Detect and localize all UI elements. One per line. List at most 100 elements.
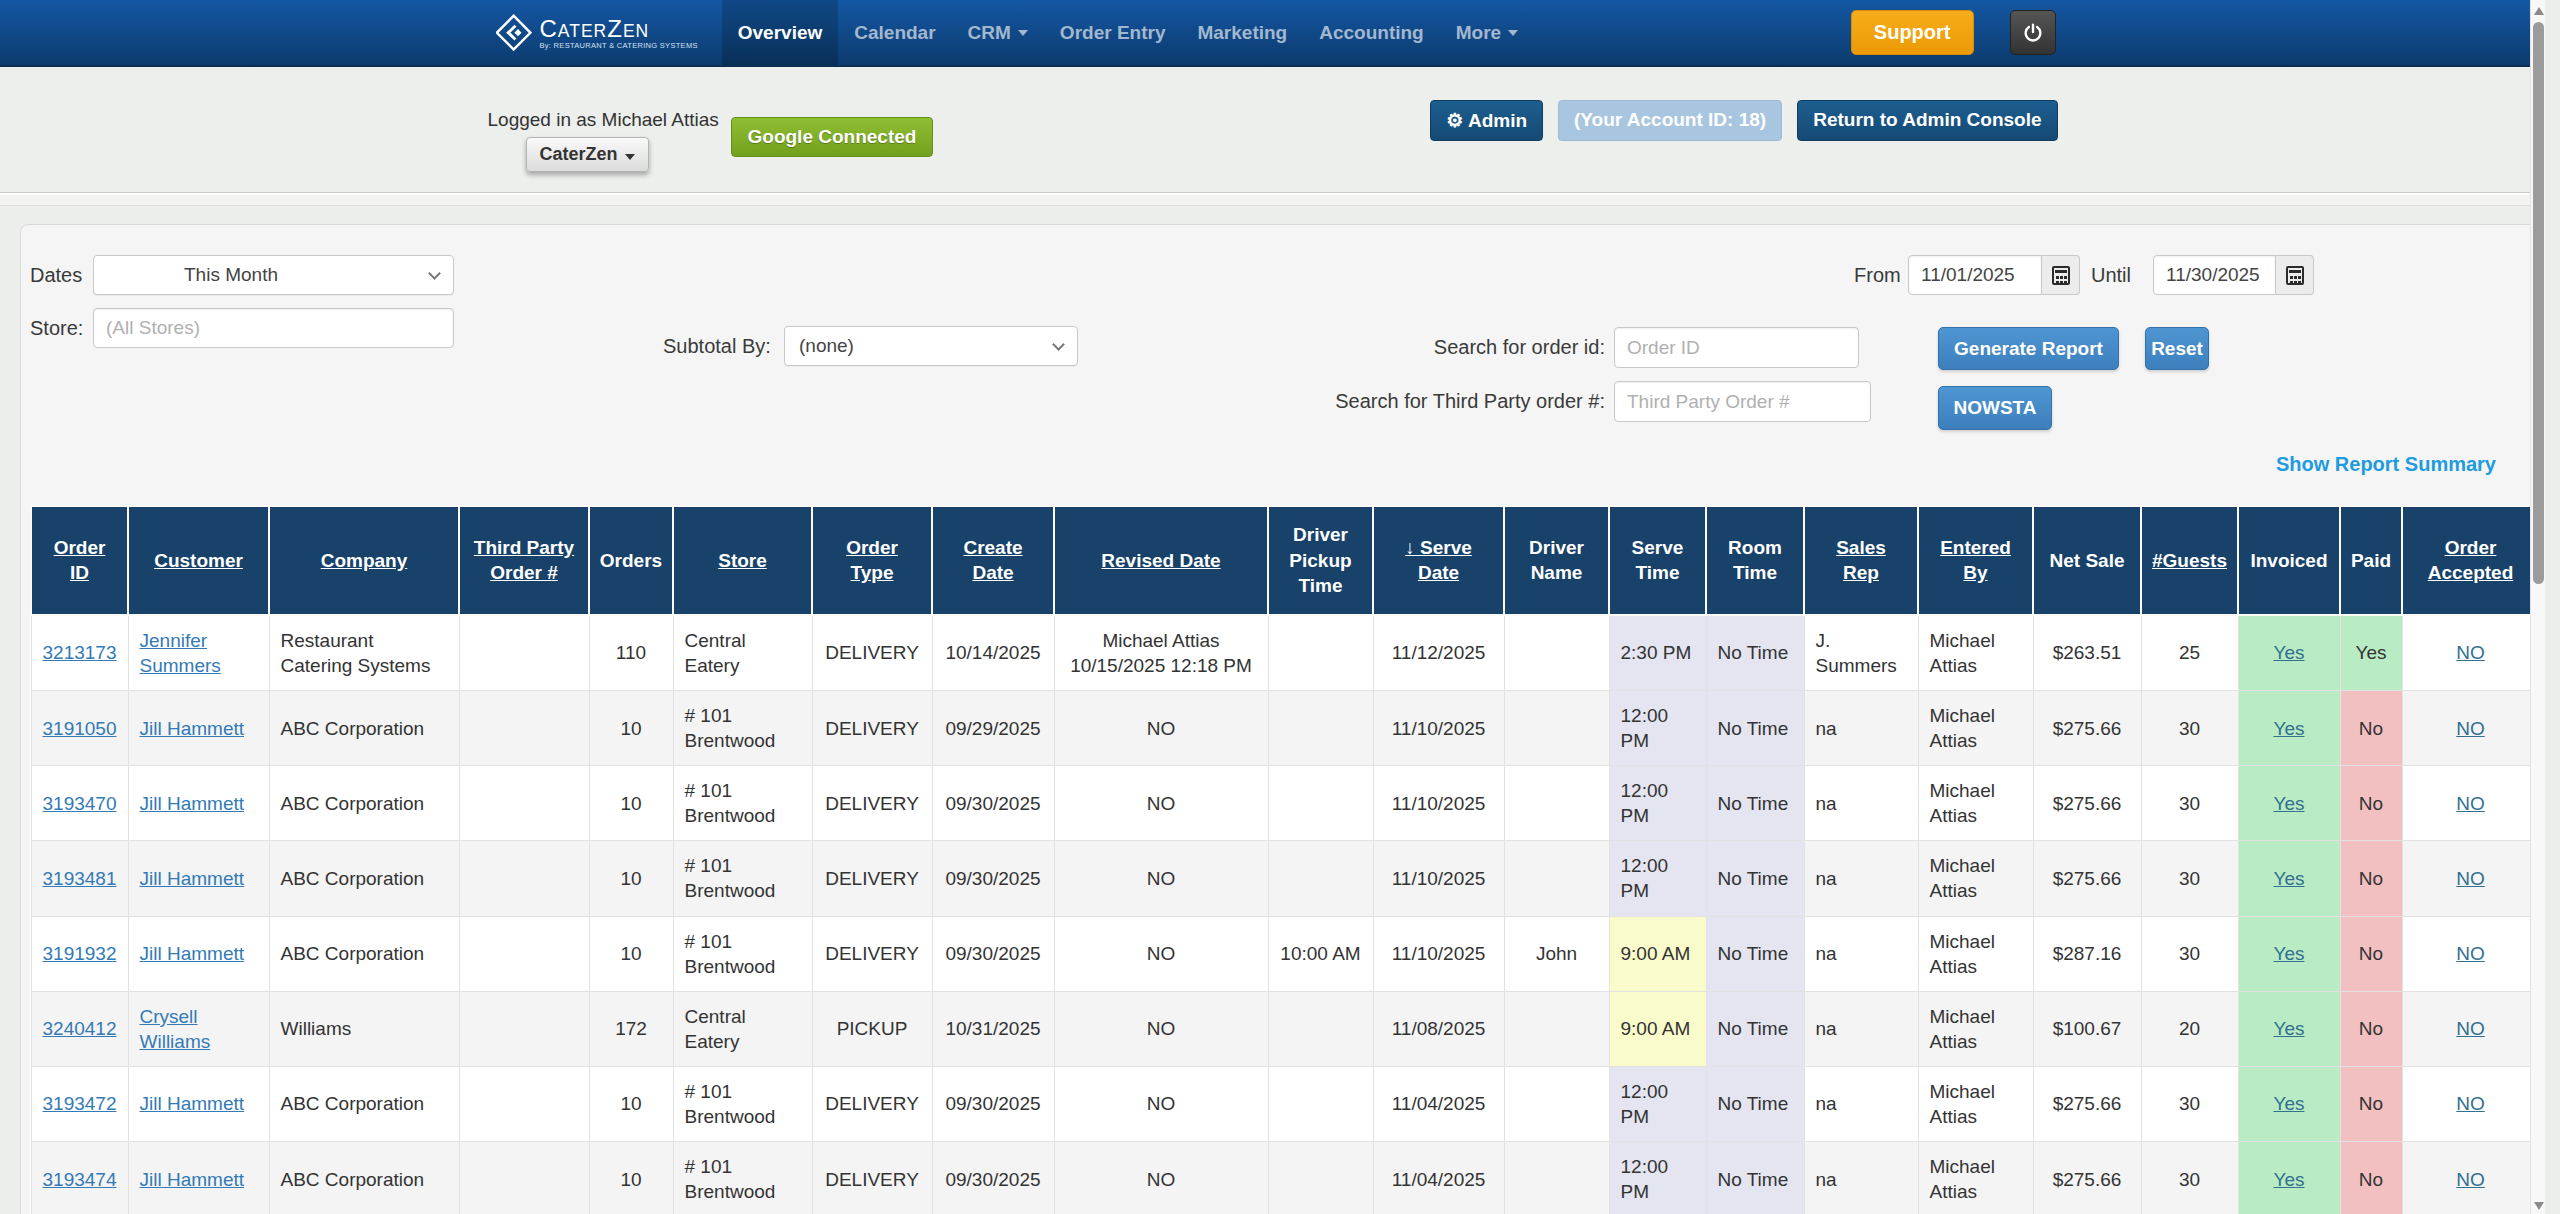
customer-link[interactable]: Jill Hammett [140, 868, 245, 889]
order-id-link[interactable]: 3193472 [43, 1093, 117, 1114]
cell-room-time: No Time [1706, 1142, 1804, 1214]
column-header-store[interactable]: Store [673, 506, 812, 615]
cell-entered-by: Michael Attias [1918, 916, 2033, 991]
gear-icon: ⚙ [1446, 110, 1463, 131]
order-id-link[interactable]: 3193470 [43, 793, 117, 814]
accepted-link[interactable]: NO [2456, 1093, 2485, 1114]
nav-item-calendar[interactable]: Calendar [838, 0, 951, 65]
nav-item-order-entry[interactable]: Order Entry [1044, 0, 1182, 65]
nav-item-accounting[interactable]: Accounting [1303, 0, 1440, 65]
column-header-guests[interactable]: #Guests [2141, 506, 2238, 615]
cell-room-time: No Time [1706, 1066, 1804, 1141]
cell-entered-by: Michael Attias [1918, 691, 2033, 766]
invoiced-link[interactable]: Yes [2274, 718, 2305, 739]
store-input[interactable] [93, 308, 454, 348]
column-header-accepted[interactable]: Order Accepted [2402, 506, 2539, 615]
table-row: 3191932Jill HammettABC Corporation10# 10… [31, 916, 2539, 991]
caterzen-logo[interactable]: CATERZEN By: RESTAURANT & CATERING SYSTE… [496, 0, 722, 65]
cell-company: ABC Corporation [269, 1142, 459, 1214]
subtotal-select[interactable]: (none) [784, 326, 1078, 366]
column-header-entered-by[interactable]: Entered By [1918, 506, 2033, 615]
accepted-link[interactable]: NO [2456, 943, 2485, 964]
admin-button[interactable]: ⚙ Admin [1430, 100, 1543, 141]
vertical-scrollbar[interactable] [2530, 0, 2545, 1214]
customer-link[interactable]: Jill Hammett [140, 718, 245, 739]
nav-item-overview[interactable]: Overview [722, 0, 839, 65]
generate-report-button[interactable]: Generate Report [1938, 327, 2119, 370]
nav-item-crm[interactable]: CRM [952, 0, 1044, 65]
invoiced-link[interactable]: Yes [2274, 642, 2305, 663]
invoiced-link[interactable]: Yes [2274, 868, 2305, 889]
nav-item-more[interactable]: More [1440, 0, 1534, 65]
cell-invoiced: Yes [2238, 841, 2340, 916]
order-id-link[interactable]: 3191932 [43, 943, 117, 964]
cell-order-type: DELIVERY [812, 615, 932, 691]
account-id-button[interactable]: (Your Account ID: 18) [1558, 100, 1782, 141]
cell-third-party [459, 841, 589, 916]
accepted-link[interactable]: NO [2456, 642, 2485, 663]
until-calendar-button[interactable] [2276, 255, 2314, 295]
account-dropdown[interactable]: CaterZen [526, 137, 649, 172]
customer-link[interactable]: Jennifer Summers [140, 630, 221, 676]
column-header-company[interactable]: Company [269, 506, 459, 615]
column-header-order-type[interactable]: Order Type [812, 506, 932, 615]
cell-pickup-time [1268, 766, 1373, 841]
cell-sales-rep: na [1804, 841, 1918, 916]
cell-revised-date: NO [1054, 916, 1268, 991]
column-header-serve-date[interactable]: ↓ Serve Date [1373, 506, 1504, 615]
invoiced-link[interactable]: Yes [2274, 1169, 2305, 1190]
from-calendar-button[interactable] [2042, 255, 2080, 295]
cell-pickup-time [1268, 1142, 1373, 1214]
column-header-third-party[interactable]: Third Party Order # [459, 506, 589, 615]
cell-net-sale: $275.66 [2033, 841, 2141, 916]
cell-entered-by: Michael Attias [1918, 766, 2033, 841]
scroll-up-arrow[interactable] [2534, 7, 2544, 15]
order-id-link[interactable]: 3191050 [43, 718, 117, 739]
customer-link[interactable]: Jill Hammett [140, 1093, 245, 1114]
scrollbar-thumb[interactable] [2533, 22, 2544, 584]
cell-guests: 30 [2141, 841, 2238, 916]
return-admin-console-button[interactable]: Return to Admin Console [1797, 100, 2057, 141]
scroll-down-arrow[interactable] [2534, 1202, 2544, 1210]
chevron-down-icon [1018, 30, 1028, 36]
cell-net-sale: $275.66 [2033, 1142, 2141, 1214]
column-header-create-date[interactable]: Create Date [932, 506, 1054, 615]
column-header-revised-date[interactable]: Revised Date [1054, 506, 1268, 615]
accepted-link[interactable]: NO [2456, 1169, 2485, 1190]
invoiced-link[interactable]: Yes [2274, 1018, 2305, 1039]
order-id-link[interactable]: 3213173 [43, 642, 117, 663]
cell-revised-date: NO [1054, 841, 1268, 916]
google-connected-button[interactable]: Google Connected [731, 117, 934, 157]
cell-room-time: No Time [1706, 691, 1804, 766]
accepted-link[interactable]: NO [2456, 793, 2485, 814]
column-header-customer[interactable]: Customer [128, 506, 269, 615]
invoiced-link[interactable]: Yes [2274, 943, 2305, 964]
until-date-input[interactable] [2153, 255, 2276, 295]
table-row: 3213173Jennifer SummersRestaurant Cateri… [31, 615, 2539, 691]
column-header-sales-rep[interactable]: Sales Rep [1804, 506, 1918, 615]
nowsta-button[interactable]: NOWSTA [1938, 386, 2052, 430]
order-id-input[interactable] [1614, 327, 1859, 368]
show-report-summary-link[interactable]: Show Report Summary [2276, 453, 2496, 476]
accepted-link[interactable]: NO [2456, 1018, 2485, 1039]
from-date-input[interactable] [1908, 255, 2042, 295]
accepted-link[interactable]: NO [2456, 718, 2485, 739]
nav-item-marketing[interactable]: Marketing [1181, 0, 1303, 65]
power-button[interactable] [2010, 10, 2056, 55]
invoiced-link[interactable]: Yes [2274, 1093, 2305, 1114]
customer-link[interactable]: Jill Hammett [140, 1169, 245, 1190]
support-button[interactable]: Support [1851, 10, 1974, 55]
order-id-link[interactable]: 3193481 [43, 868, 117, 889]
customer-link[interactable]: Jill Hammett [140, 943, 245, 964]
cell-paid: No [2340, 1142, 2402, 1214]
invoiced-link[interactable]: Yes [2274, 793, 2305, 814]
reset-button[interactable]: Reset [2145, 327, 2209, 370]
accepted-link[interactable]: NO [2456, 868, 2485, 889]
customer-link[interactable]: Jill Hammett [140, 793, 245, 814]
order-id-link[interactable]: 3240412 [43, 1018, 117, 1039]
dates-select[interactable]: This Month [93, 255, 454, 295]
third-party-input[interactable] [1614, 381, 1871, 422]
column-header-order-id[interactable]: Order ID [31, 506, 128, 615]
customer-link[interactable]: Crysell Williams [140, 1006, 211, 1052]
order-id-link[interactable]: 3193474 [43, 1169, 117, 1190]
